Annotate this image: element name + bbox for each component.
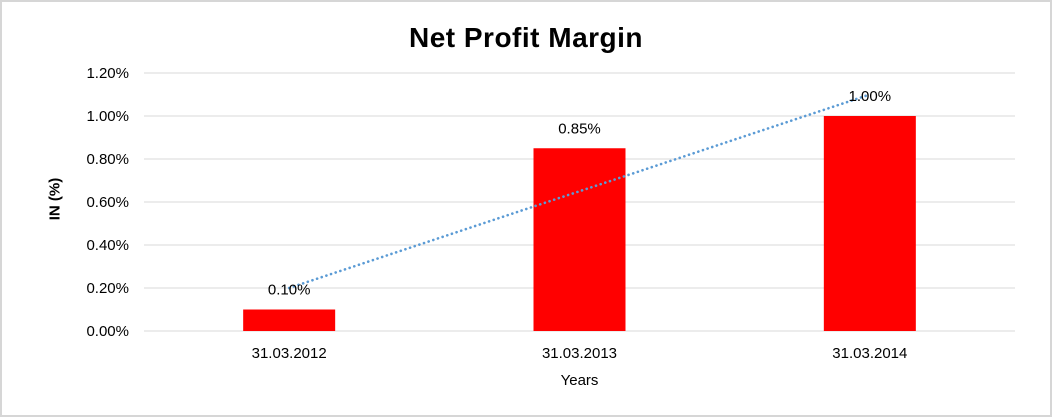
y-tick-label: 1.20% xyxy=(86,65,129,82)
x-category-label: 31.03.2013 xyxy=(542,345,617,362)
x-axis-title: Years xyxy=(560,372,599,389)
bar[interactable] xyxy=(823,116,916,331)
y-tick-label: 1.00% xyxy=(86,108,129,125)
bar[interactable] xyxy=(533,148,626,331)
data-label: 1.00% xyxy=(849,88,892,105)
trendline[interactable] xyxy=(287,93,872,290)
data-label: 0.85% xyxy=(558,120,601,137)
y-tick-label: 0.80% xyxy=(86,151,129,168)
chart-title: Net Profit Margin xyxy=(408,22,644,53)
x-category-label: 31.03.2014 xyxy=(832,345,907,362)
y-tick-label: 0.20% xyxy=(86,280,129,297)
y-tick-label: 0.40% xyxy=(86,237,129,254)
bar[interactable] xyxy=(243,309,336,332)
y-tick-label: 0.60% xyxy=(86,194,129,211)
data-label: 0.10% xyxy=(268,282,311,299)
x-category-label: 31.03.2012 xyxy=(252,345,327,362)
y-tick-label: 0.00% xyxy=(86,323,129,340)
